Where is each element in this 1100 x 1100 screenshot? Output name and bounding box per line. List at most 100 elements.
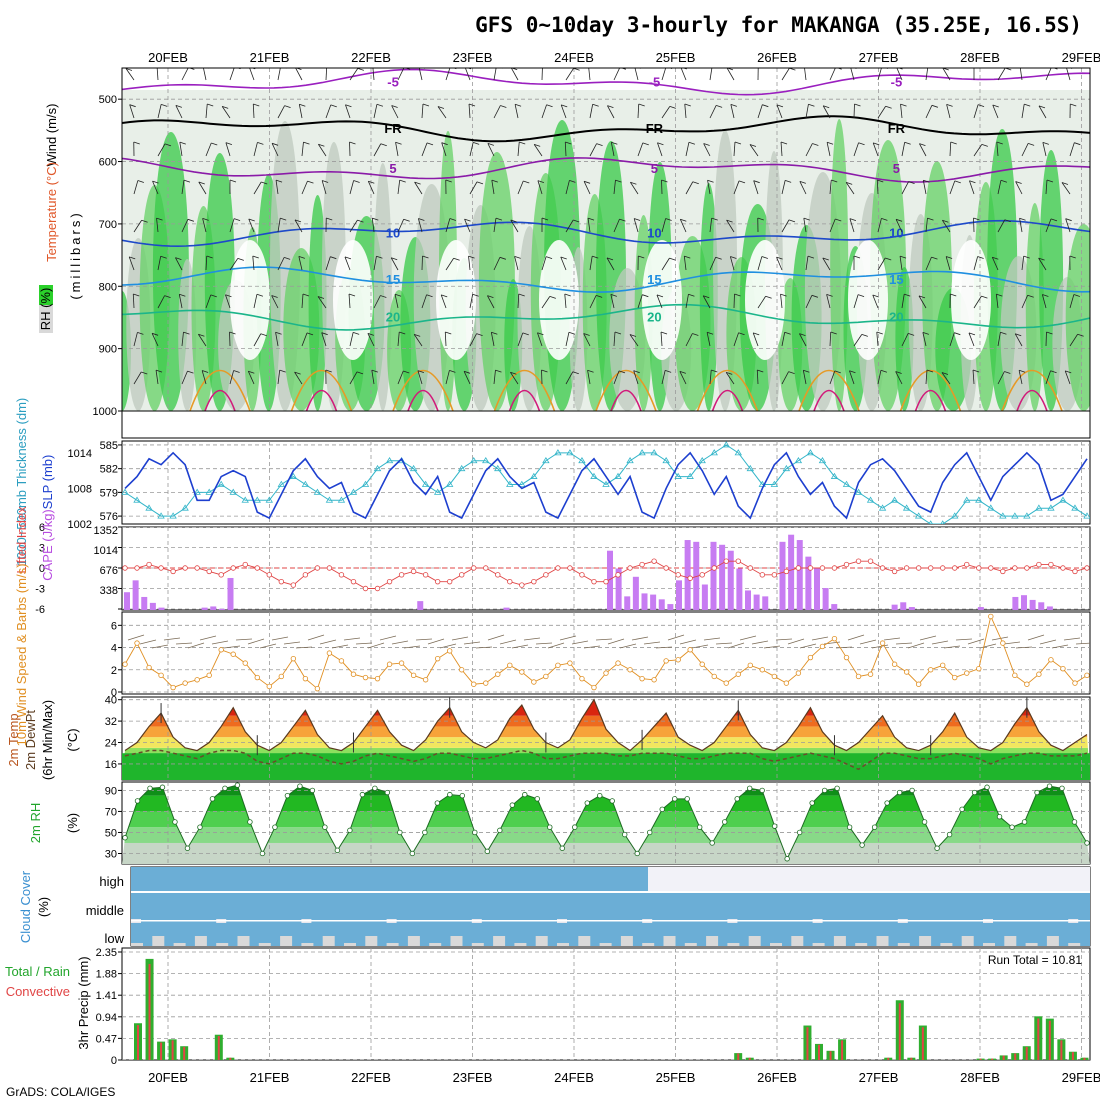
wind-barb-flag bbox=[441, 294, 448, 298]
wind-barb bbox=[683, 256, 687, 271]
wind-barb-flag bbox=[175, 105, 182, 108]
y-tick-label: 2 bbox=[111, 665, 117, 677]
wind-barb bbox=[421, 294, 427, 309]
wind-barb-flag bbox=[257, 142, 264, 145]
lifted-index-line-marker bbox=[543, 572, 549, 578]
wind-barb-flag bbox=[349, 141, 356, 145]
wind-barb-flag bbox=[225, 294, 232, 298]
wind10m-speed-line-marker bbox=[1084, 672, 1090, 679]
low-cloud-bar bbox=[1068, 943, 1081, 946]
thickness-line-marker bbox=[205, 488, 213, 495]
wind-barb-flag bbox=[799, 181, 806, 184]
wind-barb bbox=[922, 332, 927, 347]
low-cloud-bar bbox=[599, 943, 612, 946]
thickness-line-marker bbox=[940, 520, 945, 524]
wind-barb-flag bbox=[692, 181, 699, 185]
wind-barb bbox=[493, 257, 501, 271]
wind10m-barb bbox=[871, 644, 889, 649]
wind-barb bbox=[348, 294, 351, 309]
thickness-slp-frame bbox=[121, 440, 1091, 525]
rh2m-line-marker bbox=[1021, 819, 1028, 825]
wind-barb bbox=[277, 68, 281, 81]
date-label-bottom: 29FEB bbox=[1062, 1070, 1100, 1085]
wind-barb-flag bbox=[1018, 369, 1026, 373]
wind-barb bbox=[613, 332, 616, 347]
rh2m-line-marker bbox=[672, 796, 678, 802]
wind-barb bbox=[493, 370, 496, 385]
rh2m-line-marker bbox=[197, 824, 203, 830]
wind10m-speed-line-marker bbox=[819, 643, 826, 650]
cape-bar bbox=[779, 541, 786, 610]
wind-barb-flag bbox=[706, 331, 714, 335]
date-label-top: 29FEB bbox=[1062, 50, 1100, 65]
wind-barb bbox=[253, 142, 258, 157]
wind10m-speed-line-marker bbox=[242, 660, 248, 666]
rh2m-line-marker bbox=[497, 827, 503, 834]
wind-barb-flag bbox=[692, 333, 699, 336]
wind-barb-flag bbox=[927, 217, 934, 221]
wind-barb bbox=[776, 256, 783, 271]
date-label-top: 28FEB bbox=[960, 50, 1000, 65]
wind-barb-flag bbox=[534, 144, 541, 147]
date-label-bottom: 22FEB bbox=[351, 1070, 391, 1085]
wind-barb bbox=[805, 295, 813, 309]
temp2m-grid bbox=[122, 697, 1090, 780]
wind-barb-flag bbox=[560, 256, 567, 260]
lifted-index-line-marker bbox=[831, 565, 838, 571]
lifted-index-line-marker bbox=[1072, 568, 1078, 575]
thickness-line-marker bbox=[325, 496, 334, 503]
temp2m-label: 2m Temp bbox=[6, 713, 21, 766]
wind10m-barb bbox=[607, 638, 625, 645]
wind-barb-flag bbox=[799, 333, 806, 337]
wind-barb-flag bbox=[284, 105, 291, 109]
lifted-index-line-marker bbox=[603, 578, 609, 585]
wind-barb bbox=[685, 181, 694, 195]
wind-barb-flag bbox=[445, 331, 452, 335]
wind10m-speed-line-marker bbox=[434, 655, 441, 662]
lifted-index-label: Lifted Index bbox=[14, 506, 29, 574]
wind-barb-flag bbox=[198, 333, 205, 337]
wind-barb-flag bbox=[569, 180, 576, 183]
wind-barb bbox=[1042, 142, 1047, 157]
wind-barb bbox=[373, 104, 378, 119]
wind-barb bbox=[805, 104, 809, 119]
wind-barb-flag bbox=[981, 144, 988, 147]
dewpt2m-label: 2m DewPt bbox=[23, 710, 38, 770]
wind-barb bbox=[397, 180, 401, 195]
lifted-index-line-marker bbox=[964, 561, 970, 568]
hot-contour bbox=[508, 389, 541, 411]
wind10m-speed-line-marker bbox=[146, 664, 152, 671]
wind10m-barb bbox=[199, 635, 217, 641]
wind10m-barb bbox=[391, 640, 409, 645]
wind-barb-flag bbox=[248, 370, 255, 374]
wind-barb-flag bbox=[306, 332, 314, 336]
wind-barb bbox=[397, 219, 405, 233]
wind-barb bbox=[661, 370, 666, 385]
wind-barb-flag bbox=[629, 334, 637, 337]
wind-barb bbox=[799, 333, 807, 347]
wind10m-barb bbox=[259, 643, 277, 649]
wind-barb-flag bbox=[992, 104, 999, 108]
wind10m-barb bbox=[931, 640, 949, 645]
warm-contour bbox=[290, 369, 353, 411]
wind-barb-flag bbox=[572, 371, 579, 375]
y-tick-label-cape: 338 bbox=[100, 585, 118, 597]
thickness-line-marker bbox=[722, 441, 730, 448]
wind-barb bbox=[205, 255, 208, 271]
thickness-line-marker bbox=[421, 480, 430, 487]
cape-bar bbox=[762, 596, 769, 610]
rh2m-line-marker bbox=[771, 823, 778, 829]
dewpt2m-line bbox=[124, 749, 1088, 771]
wind-barb bbox=[829, 180, 832, 195]
cape-bar bbox=[908, 607, 915, 610]
wind-barb bbox=[469, 142, 474, 157]
wind-barb bbox=[441, 142, 447, 157]
lifted-index-line-marker bbox=[976, 565, 982, 571]
precip-convective-bar bbox=[1025, 1046, 1028, 1060]
rh2m-line-marker bbox=[634, 850, 640, 857]
lifted-index-line-marker bbox=[531, 578, 537, 585]
wind10m-speed-line-marker bbox=[927, 667, 934, 673]
low-cloud-bar bbox=[940, 943, 953, 946]
wind-barb-flag bbox=[453, 257, 460, 261]
cape-bar bbox=[124, 592, 130, 610]
